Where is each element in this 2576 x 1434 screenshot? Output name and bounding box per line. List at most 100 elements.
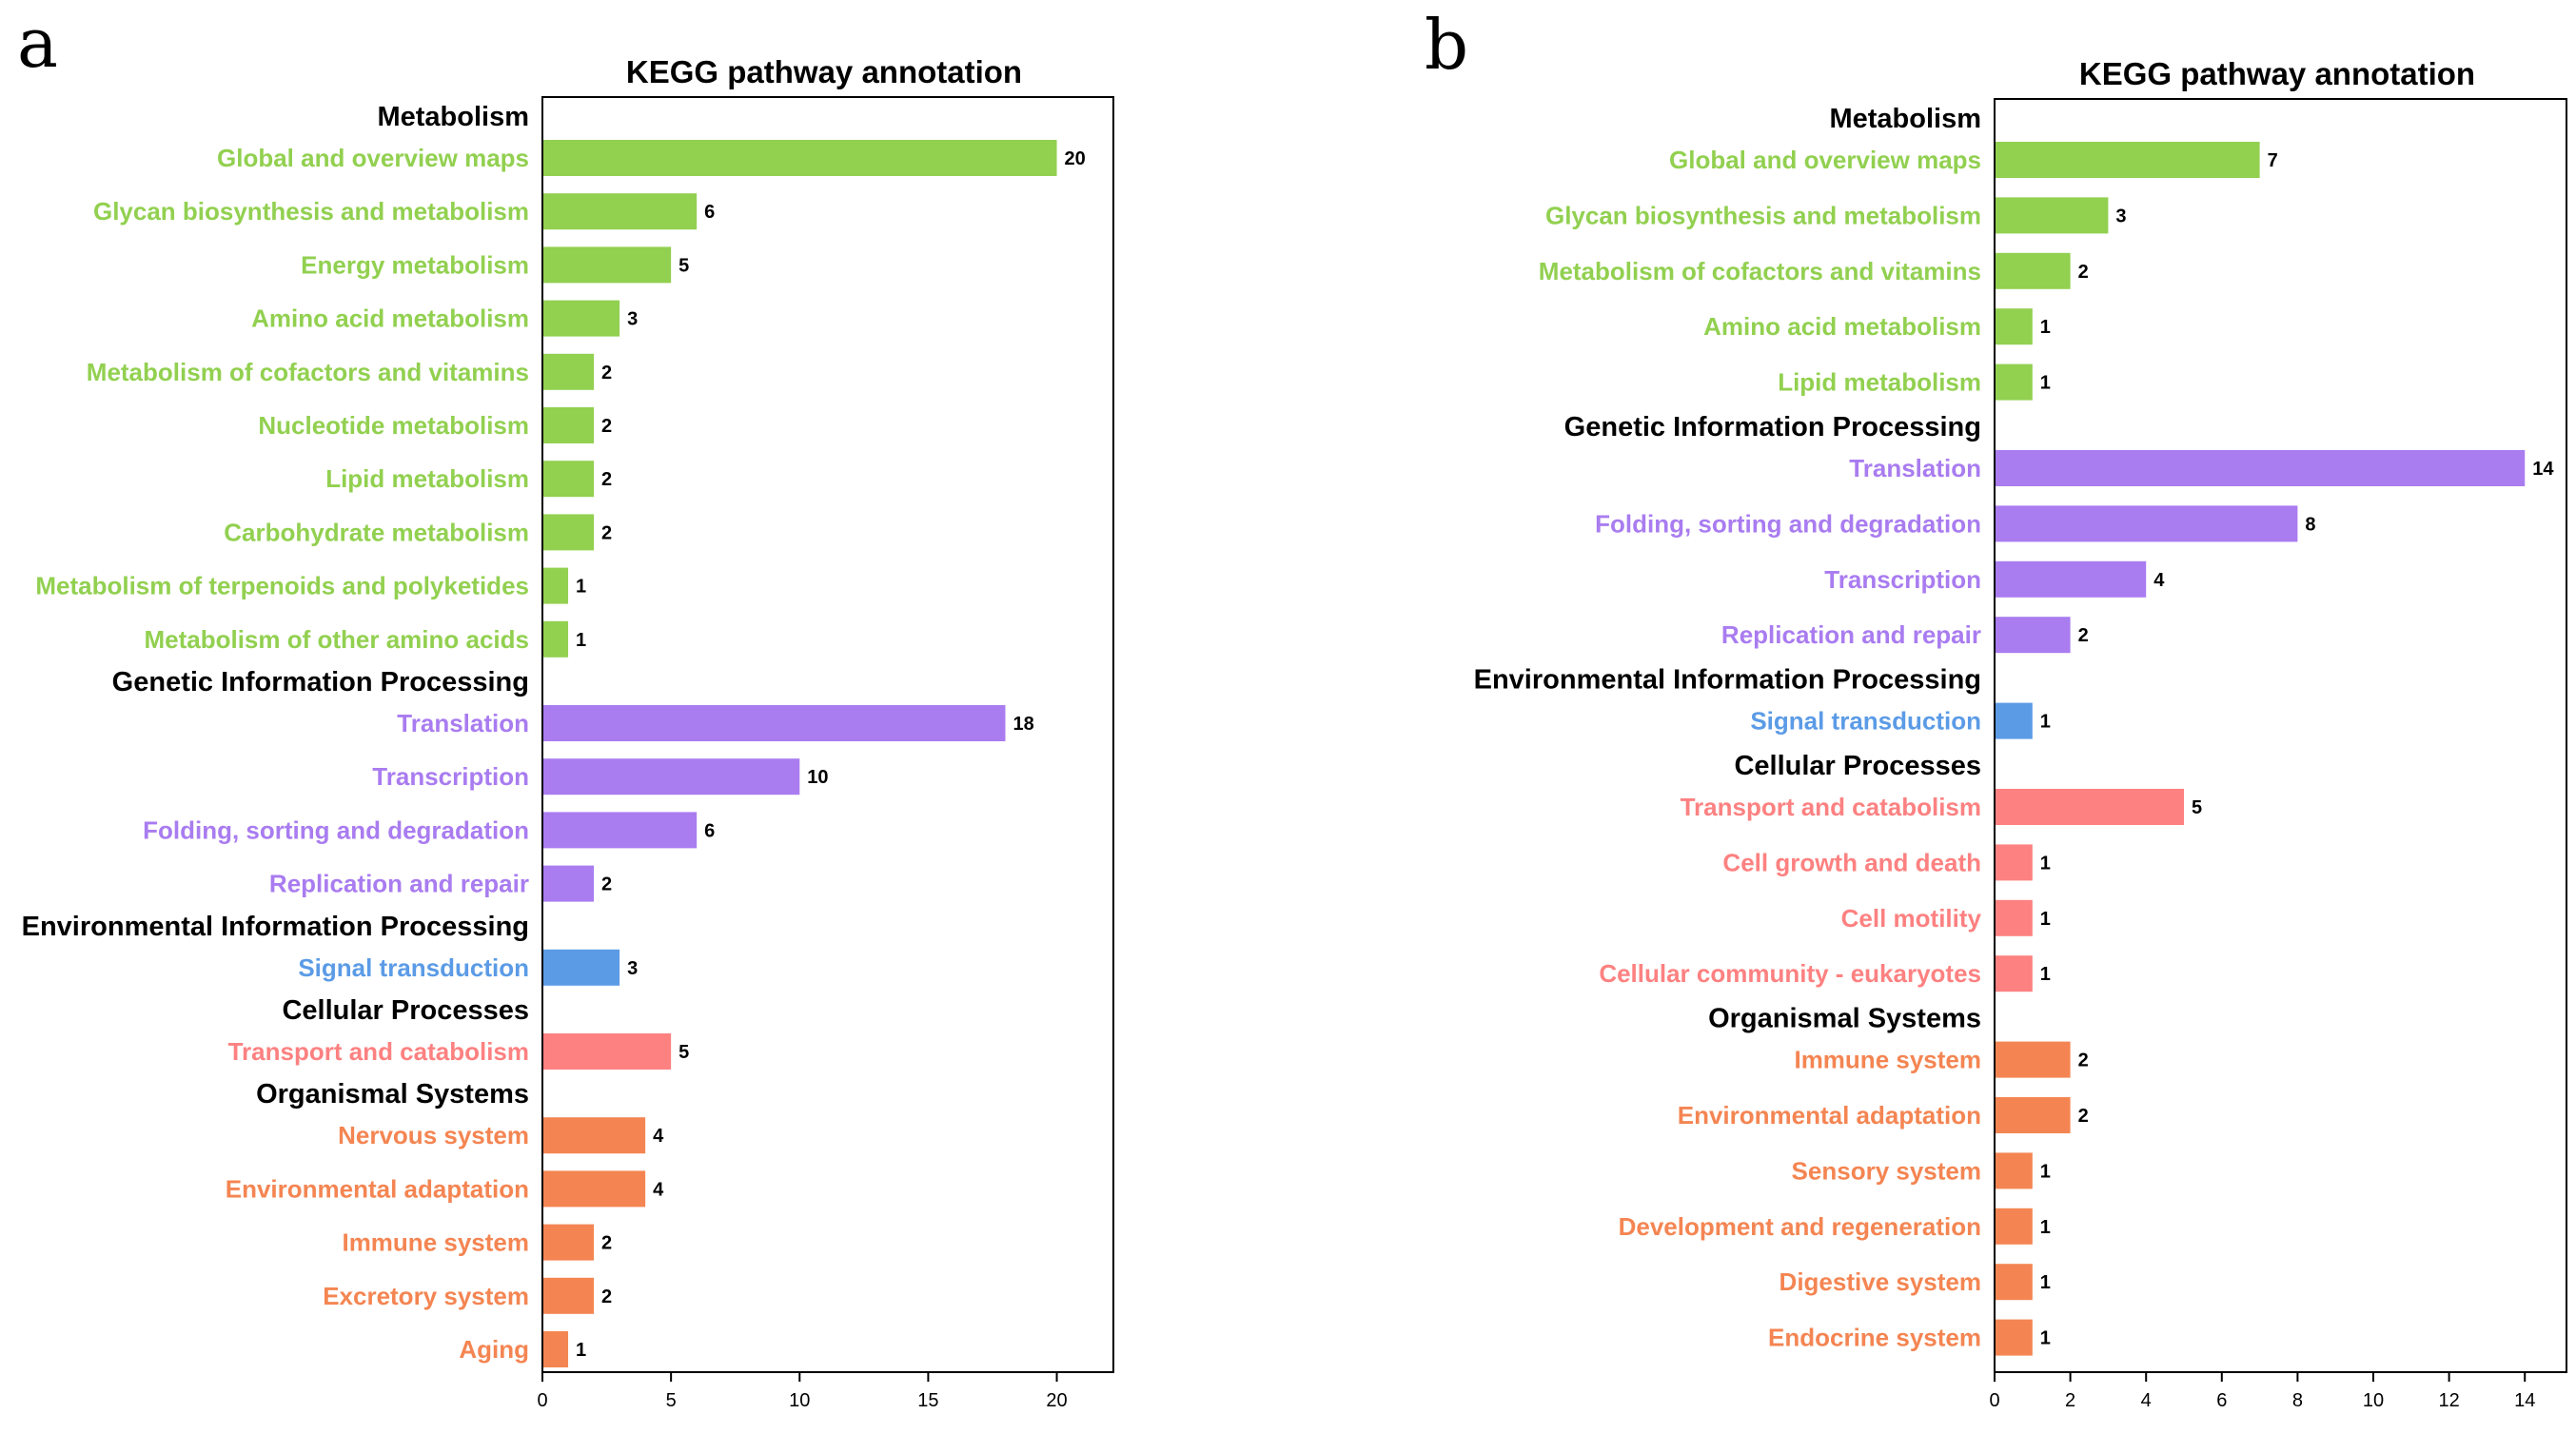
category-label: Lipid metabolism (1778, 368, 1981, 397)
value-label: 20 (1065, 148, 1086, 169)
x-tick-label: 10 (2363, 1390, 2384, 1411)
category-label: Transport and catabolism (228, 1037, 529, 1066)
category-label: Digestive system (1780, 1267, 1981, 1296)
bar (1996, 955, 2033, 992)
x-tick-label: 15 (917, 1390, 938, 1411)
category-label: Environmental adaptation (226, 1174, 529, 1203)
bar (543, 300, 620, 337)
bar (1996, 1319, 2033, 1356)
bar (1996, 844, 2033, 881)
bar (543, 1117, 646, 1154)
value-label: 4 (653, 1179, 664, 1200)
group-heading: Metabolism (1829, 104, 1981, 134)
category-label: Signal transduction (298, 953, 529, 982)
bar (543, 812, 698, 849)
group-heading: Environmental Information Processing (1474, 665, 1981, 696)
group-heading: Cellular Processes (282, 995, 529, 1026)
value-label: 1 (2040, 712, 2051, 733)
value-label: 1 (576, 577, 586, 598)
value-label: 1 (2040, 964, 2051, 985)
category-label: Amino acid metabolism (1703, 312, 1981, 341)
value-label: 1 (576, 1340, 586, 1361)
group-heading: Organismal Systems (256, 1079, 529, 1110)
bar (1996, 142, 2260, 178)
value-label: 1 (2040, 317, 2051, 338)
value-label: 18 (1013, 714, 1033, 735)
bar (543, 1224, 595, 1261)
bar (1996, 1208, 2033, 1245)
category-label: Replication and repair (269, 870, 529, 898)
category-label: Metabolism of other amino acids (144, 625, 529, 654)
value-label: 1 (2040, 1217, 2051, 1238)
category-label: Global and overview maps (1669, 146, 1981, 174)
bar (543, 140, 1057, 176)
bar (1996, 560, 2147, 598)
bar (1996, 197, 2109, 234)
value-label: 7 (2268, 150, 2278, 171)
bar (543, 865, 595, 902)
bar (1996, 899, 2033, 936)
bar (1996, 363, 2033, 401)
value-label: 6 (704, 202, 715, 223)
category-label: Energy metabolism (301, 250, 529, 279)
bar (543, 949, 620, 986)
bar (543, 1277, 595, 1314)
bar (1996, 1097, 2071, 1133)
chart-title: KEGG pathway annotation (2079, 56, 2475, 91)
value-label: 6 (704, 820, 715, 841)
value-label: 8 (2305, 514, 2315, 535)
bar (543, 193, 698, 230)
bar (543, 461, 595, 498)
x-tick-label: 20 (1046, 1390, 1067, 1411)
bar (543, 353, 595, 390)
value-label: 2 (601, 874, 612, 895)
value-label: 2 (2078, 262, 2089, 283)
value-label: 2 (601, 469, 612, 490)
category-label: Signal transduction (1750, 707, 1981, 736)
category-label: Nervous system (338, 1121, 529, 1149)
value-label: 1 (2040, 1272, 2051, 1293)
category-label: Glycan biosynthesis and metabolism (1545, 201, 1981, 229)
x-tick-label: 14 (2514, 1390, 2535, 1411)
category-label: Translation (1849, 454, 1981, 482)
category-label: Aging (459, 1335, 529, 1364)
category-label: Lipid metabolism (325, 464, 529, 493)
category-label: Nucleotide metabolism (258, 411, 529, 440)
category-label: Transcription (372, 762, 529, 791)
category-label: Glycan biosynthesis and metabolism (93, 197, 529, 226)
group-heading: Environmental Information Processing (22, 912, 529, 942)
category-label: Transcription (1824, 565, 1981, 594)
value-label: 1 (2040, 1161, 2051, 1182)
bar (1996, 789, 2185, 825)
bar (543, 567, 569, 604)
category-label: Cell motility (1841, 904, 1982, 933)
bar (543, 407, 595, 443)
bar (1996, 1041, 2071, 1078)
value-label: 5 (2192, 797, 2202, 818)
category-label: Metabolism of cofactors and vitamins (87, 358, 529, 386)
group-heading: Cellular Processes (1734, 751, 1981, 781)
value-label: 2 (2078, 1106, 2089, 1127)
value-label: 2 (2078, 625, 2089, 646)
bar (1996, 308, 2033, 345)
category-label: Carbohydrate metabolism (224, 518, 529, 546)
bar (543, 705, 1006, 741)
value-label: 14 (2532, 459, 2554, 480)
category-label: Immune system (342, 1228, 529, 1257)
group-heading: Genetic Information Processing (112, 667, 529, 697)
x-tick-label: 4 (2141, 1390, 2152, 1411)
value-label: 2 (601, 522, 612, 543)
x-tick-label: 8 (2292, 1390, 2303, 1411)
bar (543, 1170, 646, 1208)
bar (543, 620, 569, 658)
x-tick-label: 0 (1989, 1390, 1999, 1411)
category-label: Folding, sorting and degradation (143, 815, 529, 844)
bar (1996, 450, 2526, 486)
category-label: Transport and catabolism (1681, 793, 1981, 821)
value-label: 4 (2153, 570, 2165, 591)
value-label: 1 (2040, 373, 2051, 394)
value-label: 1 (2040, 909, 2051, 930)
value-label: 3 (627, 958, 638, 979)
